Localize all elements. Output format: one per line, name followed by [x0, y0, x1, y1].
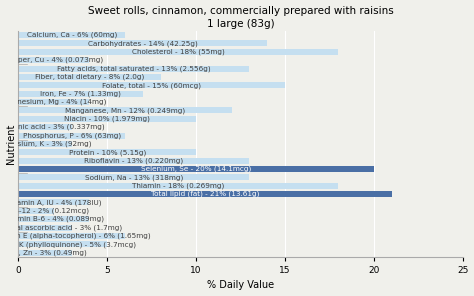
- Text: Phosphorus, P - 6% (63mg): Phosphorus, P - 6% (63mg): [23, 132, 121, 139]
- Text: Niacin - 10% (1.979mg): Niacin - 10% (1.979mg): [64, 115, 150, 122]
- Bar: [18, 166, 374, 172]
- Bar: [18, 208, 54, 214]
- Text: Magnesium, Mg - 4% (14mg): Magnesium, Mg - 4% (14mg): [2, 99, 106, 105]
- Bar: [18, 250, 72, 256]
- Bar: [18, 74, 161, 80]
- Bar: [18, 66, 249, 72]
- Text: Vitamin C, total ascorbic acid - 3% (1.7mg): Vitamin C, total ascorbic acid - 3% (1.7…: [0, 224, 123, 231]
- Bar: [18, 233, 125, 239]
- Title: Sweet rolls, cinnamon, commercially prepared with raisins
1 large (83g): Sweet rolls, cinnamon, commercially prep…: [88, 6, 393, 29]
- Text: Protein - 10% (5.15g): Protein - 10% (5.15g): [69, 149, 146, 155]
- Bar: [18, 133, 125, 139]
- Text: Vitamin K (phylloquinone) - 5% (3.7mcg): Vitamin K (phylloquinone) - 5% (3.7mcg): [0, 241, 137, 247]
- Text: Thiamin - 18% (0.269mg): Thiamin - 18% (0.269mg): [132, 182, 225, 189]
- Bar: [18, 225, 72, 231]
- Y-axis label: Nutrient: Nutrient: [6, 124, 16, 164]
- Text: Carbohydrates - 14% (42.25g): Carbohydrates - 14% (42.25g): [88, 40, 198, 47]
- Text: Sodium, Na - 13% (318mg): Sodium, Na - 13% (318mg): [85, 174, 183, 181]
- Bar: [18, 57, 90, 63]
- Text: Fiber, total dietary - 8% (2.0g): Fiber, total dietary - 8% (2.0g): [35, 74, 144, 80]
- Text: Manganese, Mn - 12% (0.249mg): Manganese, Mn - 12% (0.249mg): [65, 107, 185, 114]
- Bar: [18, 107, 232, 113]
- Bar: [18, 116, 196, 122]
- Text: Vitamin A, IU - 4% (178IU): Vitamin A, IU - 4% (178IU): [7, 199, 101, 206]
- Bar: [18, 157, 249, 164]
- Text: Copper, Cu - 4% (0.073mg): Copper, Cu - 4% (0.073mg): [4, 57, 103, 63]
- Text: Vitamin B-12 - 2% (0.12mcg): Vitamin B-12 - 2% (0.12mcg): [0, 207, 89, 214]
- Bar: [18, 200, 90, 205]
- Bar: [18, 124, 72, 130]
- Bar: [18, 32, 125, 38]
- Bar: [18, 91, 143, 97]
- Text: Zinc, Zn - 3% (0.49mg): Zinc, Zn - 3% (0.49mg): [3, 250, 87, 256]
- Bar: [18, 216, 90, 222]
- Bar: [18, 82, 285, 88]
- Text: Calcium, Ca - 6% (60mg): Calcium, Ca - 6% (60mg): [27, 32, 117, 38]
- Bar: [18, 149, 196, 155]
- Text: Iron, Fe - 7% (1.33mg): Iron, Fe - 7% (1.33mg): [40, 91, 121, 97]
- Text: Riboflavin - 13% (0.220mg): Riboflavin - 13% (0.220mg): [84, 157, 183, 164]
- Bar: [18, 174, 249, 180]
- Text: Potassium, K - 3% (92mg): Potassium, K - 3% (92mg): [0, 141, 92, 147]
- Bar: [18, 141, 72, 147]
- Text: Pantothenic acid - 3% (0.337mg): Pantothenic acid - 3% (0.337mg): [0, 124, 104, 131]
- X-axis label: % Daily Value: % Daily Value: [207, 280, 274, 290]
- Text: Vitamin B-6 - 4% (0.089mg): Vitamin B-6 - 4% (0.089mg): [3, 216, 104, 223]
- Bar: [18, 41, 267, 46]
- Text: Cholesterol - 18% (55mg): Cholesterol - 18% (55mg): [132, 49, 225, 55]
- Bar: [18, 191, 392, 197]
- Text: Fatty acids, total saturated - 13% (2.556g): Fatty acids, total saturated - 13% (2.55…: [57, 65, 211, 72]
- Text: Vitamin E (alpha-tocopherol) - 6% (1.65mg): Vitamin E (alpha-tocopherol) - 6% (1.65m…: [0, 233, 150, 239]
- Bar: [18, 49, 338, 55]
- Text: Selenium, Se - 20% (14.1mcg): Selenium, Se - 20% (14.1mcg): [141, 166, 251, 172]
- Bar: [18, 183, 338, 189]
- Bar: [18, 99, 90, 105]
- Text: Folate, total - 15% (60mcg): Folate, total - 15% (60mcg): [102, 82, 201, 89]
- Bar: [18, 241, 107, 247]
- Text: Total lipid (fat) - 21% (13.61g): Total lipid (fat) - 21% (13.61g): [151, 191, 259, 197]
